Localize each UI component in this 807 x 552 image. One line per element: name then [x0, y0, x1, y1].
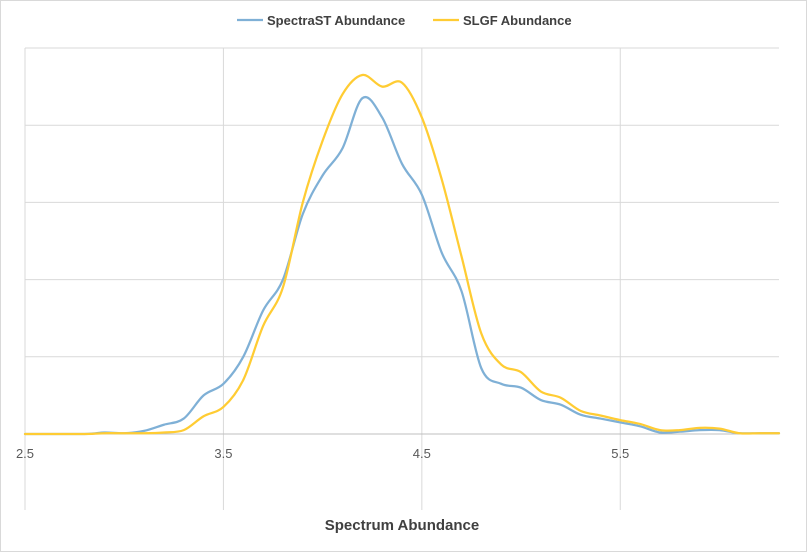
legend: SpectraST Abundance SLGF Abundance — [237, 13, 572, 28]
series-line-spectrast-abundance — [23, 95, 781, 436]
gridlines — [24, 47, 779, 510]
x-axis-ticks: 2.5 3.5 4.5 5.5 — [16, 446, 629, 461]
x-tick-label: 4.5 — [413, 446, 431, 461]
legend-label-slgf-abundance: SLGF Abundance — [463, 13, 572, 28]
x-axis-title: Spectrum Abundance — [325, 517, 479, 534]
series-layer — [23, 73, 781, 436]
x-tick-label: 5.5 — [611, 446, 629, 461]
legend-label-spectrast-abundance: SpectraST Abundance — [267, 13, 405, 28]
series-line-slgf-abundance — [23, 73, 781, 436]
x-tick-label: 3.5 — [214, 446, 232, 461]
x-tick-label: 2.5 — [16, 446, 34, 461]
